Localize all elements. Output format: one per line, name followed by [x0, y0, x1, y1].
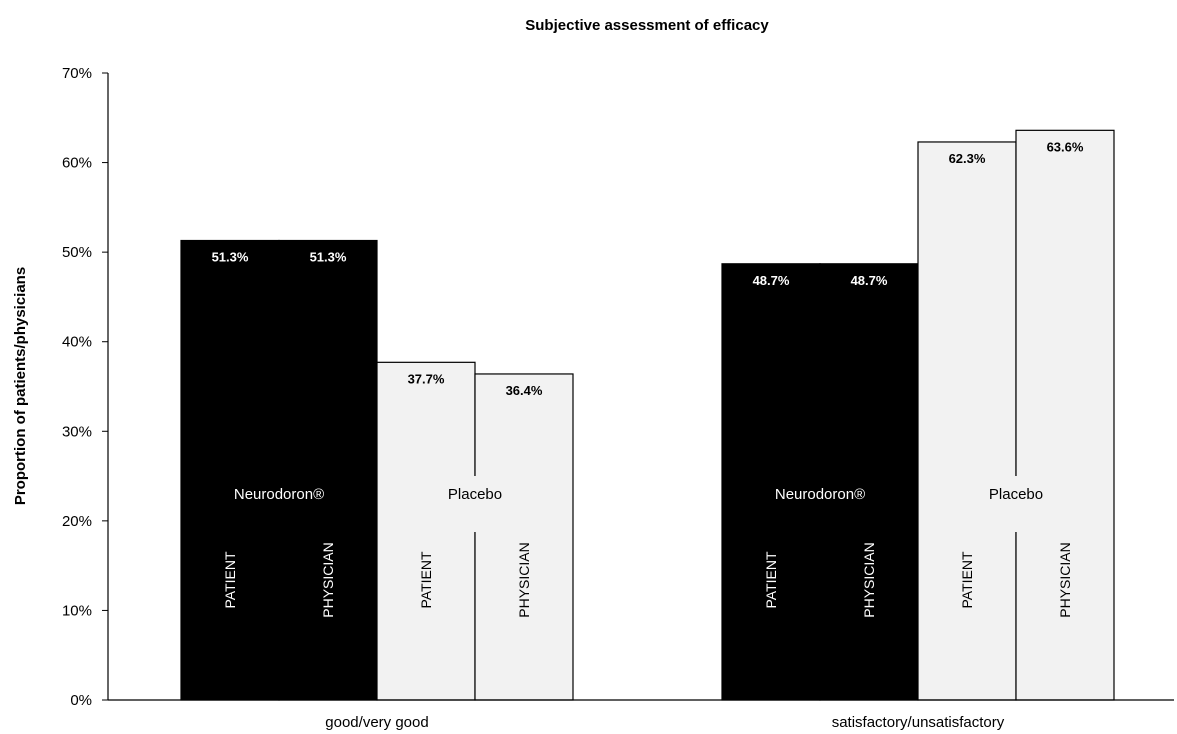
- bar: [278, 239, 378, 701]
- group-label: Neurodoron®: [234, 486, 324, 503]
- bar: [474, 373, 574, 701]
- y-tick-label: 60%: [62, 155, 92, 172]
- y-tick-label: 10%: [62, 602, 92, 619]
- data-label: 62.3%: [949, 151, 986, 166]
- bar: [1015, 129, 1115, 701]
- bar: [180, 239, 280, 701]
- bar-rater-label: PATIENT: [222, 551, 238, 608]
- bar-rater-label: PATIENT: [418, 551, 434, 608]
- data-label: 48.7%: [753, 273, 790, 288]
- data-label: 63.6%: [1047, 139, 1084, 154]
- x-tick-label: good/very good: [325, 714, 428, 731]
- y-tick-label: 40%: [62, 334, 92, 351]
- chart-title: Subjective assessment of efficacy: [525, 17, 769, 34]
- y-tick-label: 50%: [62, 244, 92, 261]
- group-label-mask: [472, 476, 478, 532]
- data-label: 51.3%: [310, 249, 347, 264]
- bar-rater-label: PHYSICIAN: [320, 542, 336, 617]
- bars: 51.3% PATIENT 51.3% PHYSICIAN 37.7% PATIENT 36…: [180, 129, 1115, 701]
- y-tick-label: 20%: [62, 513, 92, 530]
- bar-rater-label: PHYSICIAN: [1057, 542, 1073, 617]
- bar-rater-label: PATIENT: [959, 551, 975, 608]
- bar-rater-label: PHYSICIAN: [861, 542, 877, 617]
- bar-rater-label: PATIENT: [763, 551, 779, 608]
- data-label: 36.4%: [506, 383, 543, 398]
- data-label: 48.7%: [851, 273, 888, 288]
- bar: [376, 361, 476, 701]
- bar: [917, 141, 1017, 701]
- x-tick-label: satisfactory/unsatisfactory: [832, 714, 1005, 731]
- y-tick-label: 70%: [62, 65, 92, 82]
- group-label-mask: [817, 476, 823, 532]
- bar: [819, 263, 919, 701]
- y-tick-label: 30%: [62, 423, 92, 440]
- x-axis-ticks: good/very good satisfactory/unsatisfactor…: [325, 714, 1004, 731]
- data-label: 51.3%: [212, 249, 249, 264]
- group-label: Neurodoron®: [775, 486, 865, 503]
- group-label: Placebo: [989, 486, 1043, 503]
- y-tick-label: 0%: [70, 692, 92, 709]
- group-label: Placebo: [448, 486, 502, 503]
- data-label: 37.7%: [408, 371, 445, 386]
- y-axis-ticks: 0% 10% 20% 30% 40% 50% 60% 70%: [62, 65, 108, 709]
- group-label-mask: [276, 476, 282, 532]
- group-label-mask: [1013, 476, 1019, 532]
- bar-rater-label: PHYSICIAN: [516, 542, 532, 617]
- bar: [721, 263, 821, 701]
- y-axis-label: Proportion of patients/physicians: [12, 267, 29, 505]
